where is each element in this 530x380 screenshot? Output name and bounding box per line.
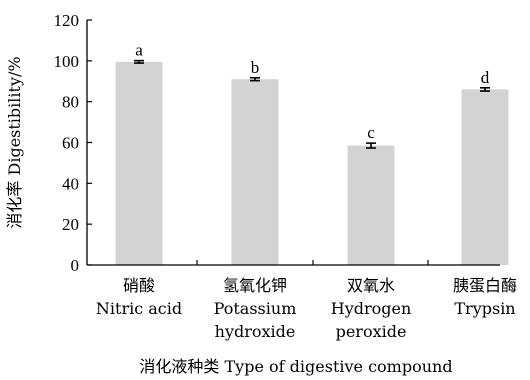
category-label-en-2-2: hydroxide [215, 322, 296, 341]
category-label-en-2-1: Potassium [214, 299, 297, 318]
plot-layer: a b c d 0 20 40 60 80 100 120 硝酸 Nitric acid 氢氧化钾 Pota… [54, 11, 518, 341]
y-tick-label-120: 120 [54, 11, 80, 30]
significance-letter-2: b [251, 58, 260, 77]
y-tick-label-20: 20 [62, 215, 79, 234]
error-bar-1 [134, 59, 144, 64]
significance-letter-4: d [481, 68, 490, 87]
error-bar-3 [366, 142, 376, 149]
category-label-zh-1: 硝酸 [123, 276, 155, 295]
category-label-zh-3: 双氧水 [347, 276, 395, 295]
error-bar-2 [250, 76, 260, 82]
category-label-zh-4: 胰蛋白酶 [453, 276, 517, 295]
significance-letter-3: c [367, 123, 375, 142]
category-label-en-3-1: Hydrogen [331, 299, 412, 318]
y-axis-label: 消化率 Digestibility/% [5, 56, 24, 228]
y-tick-label-60: 60 [62, 134, 79, 153]
bar-1 [115, 61, 163, 265]
category-label-en-1-1: Nitric acid [96, 299, 182, 318]
y-tick-label-100: 100 [54, 52, 80, 71]
x-axis-label: 消化液种类 Type of digestive compound [139, 357, 452, 376]
bar-3 [347, 145, 395, 265]
error-bar-4 [480, 86, 490, 92]
bar-4 [461, 89, 509, 266]
significance-letter-1: a [135, 41, 143, 60]
category-label-en-4-1: Trypsin [454, 299, 515, 318]
y-tick-label-0: 0 [71, 256, 80, 275]
category-label-zh-2: 氢氧化钾 [223, 276, 287, 295]
bar-2 [231, 79, 279, 265]
category-label-en-3-2: peroxide [336, 322, 407, 341]
y-tick-label-40: 40 [62, 174, 79, 193]
y-tick-label-80: 80 [62, 93, 79, 112]
